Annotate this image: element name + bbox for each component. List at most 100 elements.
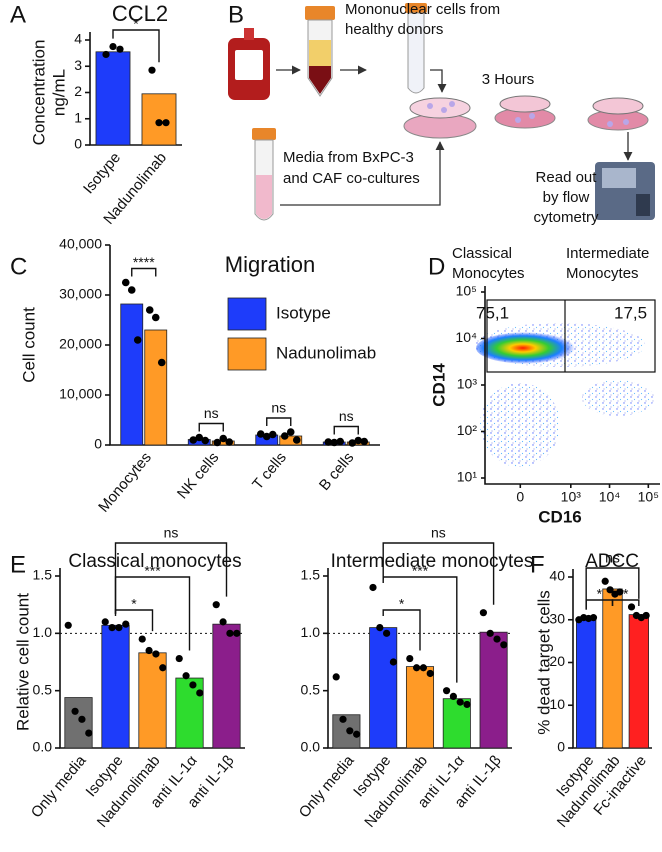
data-point — [376, 624, 384, 632]
data-point — [412, 664, 421, 672]
data-point — [127, 286, 136, 294]
data-point — [162, 119, 170, 127]
data-point — [332, 673, 340, 681]
data-point — [213, 438, 222, 447]
gate-percentage: 75,1 — [476, 303, 509, 322]
data-point — [182, 672, 190, 680]
gate-percentage: 17,5 — [614, 303, 647, 322]
chart-title: Classical monocytes — [68, 551, 241, 572]
gate-name: Monocytes — [452, 265, 525, 282]
y-tick-label: 40,000 — [59, 236, 102, 252]
significance-bracket — [585, 567, 640, 610]
cytometer-panel — [602, 168, 636, 188]
significance-label: *** — [144, 563, 161, 579]
significance-bracket — [611, 599, 640, 606]
y-tick-label: 3 — [74, 57, 82, 73]
panel-label: C — [10, 253, 27, 280]
panel-label: F — [530, 551, 545, 578]
bar — [95, 51, 131, 146]
diagram — [228, 3, 655, 221]
x-tick-label: Monocytes — [95, 449, 155, 516]
data-point — [354, 436, 363, 445]
bar — [576, 618, 597, 749]
significance-label: ns — [339, 408, 354, 424]
significance-bracket — [266, 417, 292, 426]
gate-name: Classical — [452, 245, 512, 262]
data-point — [151, 313, 160, 322]
data-point — [219, 618, 227, 626]
data-point — [189, 681, 197, 689]
significance-label: * — [399, 596, 405, 612]
y-tick-label: 30,000 — [59, 286, 102, 302]
y-tick-label: 10¹ — [457, 469, 478, 485]
significance-label: * — [623, 586, 629, 602]
panel-label: D — [428, 253, 445, 280]
data-point — [145, 646, 153, 655]
y-tick-label: 0.0 — [301, 739, 321, 755]
data-point — [145, 306, 154, 314]
gate-name: Intermediate — [566, 245, 649, 262]
y-tick-label: 0.0 — [33, 739, 53, 755]
tube-cap — [305, 6, 335, 20]
axis — [484, 286, 660, 485]
y-axis-label: ng/mL — [49, 69, 68, 116]
tube-cap — [252, 128, 276, 140]
data-point — [121, 278, 130, 287]
data-point — [449, 692, 457, 701]
y-tick-label: 30 — [549, 610, 565, 626]
data-point — [225, 438, 234, 446]
data-point — [589, 614, 598, 622]
insert — [592, 97, 644, 115]
y-tick-label: 2 — [74, 83, 82, 99]
cytometer-port — [636, 194, 650, 216]
bar — [602, 588, 623, 749]
y-tick-label: 10⁴ — [455, 329, 477, 345]
y-tick-label: 0 — [557, 739, 565, 755]
data-point — [219, 434, 228, 443]
data-point — [627, 603, 636, 611]
insert — [409, 97, 471, 119]
data-point — [268, 430, 277, 439]
media — [256, 175, 272, 219]
data-point — [486, 629, 494, 637]
y-axis-label: % dead target cells — [534, 590, 553, 735]
plasma — [309, 40, 331, 66]
bar — [64, 697, 93, 749]
data-point — [346, 727, 354, 735]
y-tick-label: 10² — [457, 422, 478, 438]
data-point — [195, 433, 204, 442]
y-axis-label: CD14 — [429, 363, 448, 407]
data-point — [339, 715, 347, 723]
legend-swatch — [227, 337, 267, 371]
bar — [279, 435, 303, 446]
bar — [628, 614, 649, 749]
cell-cloud — [480, 383, 560, 467]
significance-bracket — [131, 267, 157, 277]
cell-cloud — [582, 380, 654, 416]
x-tick-label: B cells — [316, 449, 357, 494]
data-point — [189, 436, 198, 444]
bag-label — [235, 50, 263, 80]
data-point — [226, 629, 234, 637]
arrow — [280, 141, 445, 206]
data-point — [463, 700, 471, 709]
significance-label: *** — [412, 563, 429, 579]
y-tick-label: 10,000 — [59, 386, 102, 402]
data-point — [389, 658, 398, 666]
data-point — [479, 609, 487, 617]
x-axis-label: CD16 — [538, 507, 581, 526]
gate — [486, 299, 656, 373]
y-tick-label: 10³ — [457, 376, 478, 392]
data-point — [601, 577, 609, 585]
y-tick-label: 1.5 — [33, 567, 53, 583]
y-tick-label: 1 — [74, 109, 82, 125]
diagram-text: Media from BxPC-3 — [283, 149, 414, 166]
panel-label: A — [10, 1, 26, 28]
data-point — [606, 586, 614, 594]
diagram-text: healthy donors — [345, 21, 443, 38]
data-point — [152, 650, 160, 658]
diagram-text: by flow — [543, 189, 590, 206]
data-point — [419, 664, 428, 672]
